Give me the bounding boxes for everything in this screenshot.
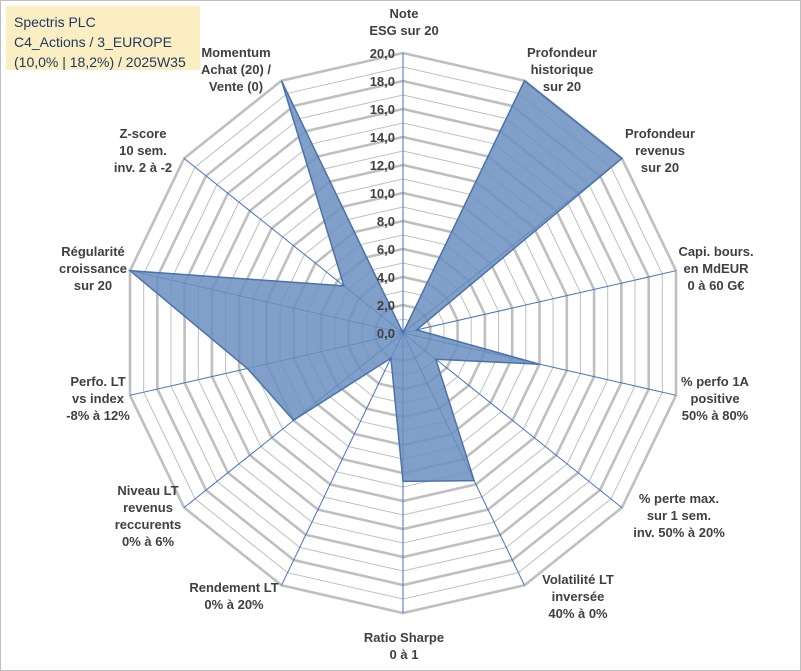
chart-header: Spectris PLC C4_Actions / 3_EUROPE (10,0…	[6, 6, 200, 70]
spoke-5	[402, 332, 623, 508]
axis-label-12: Z-score 10 sem. inv. 2 à -2	[114, 126, 172, 175]
spoke-8	[281, 332, 404, 586]
tick-label: 6,0	[377, 242, 395, 257]
axis-label-0: Note ESG sur 20	[369, 6, 438, 38]
axis-label-13: Momentum Achat (20) / Vente (0)	[201, 45, 271, 94]
axis-label-7: Ratio Sharpe 0 à 1	[364, 630, 444, 662]
tick-label: 0,0	[377, 326, 395, 341]
axis-label-6: Volatilité LT inversée 40% à 0%	[542, 572, 614, 621]
tick-label: 10,0	[370, 186, 395, 201]
axis-label-8: Rendement LT 0% à 20%	[189, 580, 278, 612]
radar-series	[127, 79, 624, 483]
axis-label-5: % perte max. sur 1 sem. inv. 50% à 20%	[633, 491, 725, 540]
tick-label: 14,0	[370, 130, 395, 145]
axis-label-9: Niveau LT revenus reccurents 0% à 6%	[115, 483, 181, 549]
stats-line: (10,0% | 18,2%) / 2025W35	[14, 54, 186, 70]
tick-label: 2,0	[377, 298, 395, 313]
axis-label-2: Profondeur revenus sur 20	[625, 126, 695, 175]
radar-axis-labels: Note ESG sur 20 Profondeur historique sur 20…	[59, 6, 754, 662]
tick-label: 12,0	[370, 158, 395, 173]
radar-tick-labels: 0,0 2,0 4,0 6,0 8,0 10,0 12,0 14,0 16,0 18,0 20,0	[370, 46, 395, 341]
tick-label: 18,0	[370, 74, 395, 89]
tick-label: 20,0	[370, 46, 395, 61]
category-line: C4_Actions / 3_EUROPE	[14, 34, 172, 50]
axis-label-11: Régularité croissance sur 20	[59, 244, 127, 293]
axis-label-10: Perfo. LT vs index -8% à 12%	[66, 374, 130, 423]
axis-label-1: Profondeur historique sur 20	[527, 45, 597, 94]
spoke-3	[402, 270, 677, 334]
tick-label: 16,0	[370, 102, 395, 117]
tick-label: 8,0	[377, 214, 395, 229]
company-name: Spectris PLC	[14, 14, 96, 30]
axis-label-3: Capi. bours. en MdEUR 0 à 60 G€	[678, 244, 753, 293]
tick-label: 4,0	[377, 270, 395, 285]
axis-label-4: % perfo 1A positive 50% à 80%	[681, 374, 750, 423]
